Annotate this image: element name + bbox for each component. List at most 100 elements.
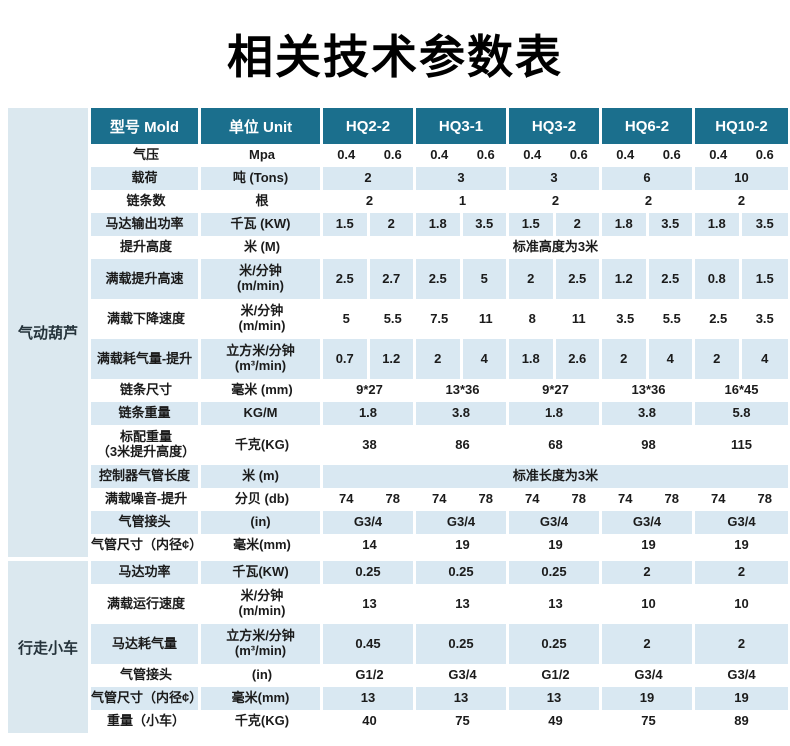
- value-cell: 1.5: [509, 213, 556, 236]
- value-cell: 3.5: [602, 299, 649, 339]
- value-cell: 13: [323, 584, 416, 624]
- value-cell: G3/4: [602, 664, 695, 687]
- value-cell: 10: [695, 584, 788, 624]
- row-label: 满载提升高速: [91, 259, 201, 299]
- value-span-cell: 标准长度为3米: [323, 465, 788, 488]
- group-label: 行走小车: [8, 561, 88, 733]
- table-row: 马达耗气量 立方米/分钟 (m³/min) 0.45 0.25 0.25 2 2: [91, 624, 788, 664]
- value-cell: 0.25: [509, 561, 602, 584]
- value-cell: 1.8: [695, 213, 742, 236]
- value-cell: 2.5: [555, 259, 602, 299]
- value-cell: 5: [323, 299, 370, 339]
- value-cell: 38: [323, 425, 416, 465]
- section-trolley: 行走小车 马达功率 千瓦(KW) 0.25 0.25 0.25 2 2 满载运行速度 米/分钟 (…: [8, 561, 788, 733]
- row-unit: 米/分钟 (m/min): [201, 584, 323, 624]
- row-label: 载荷: [91, 167, 201, 190]
- value-cell: 19: [416, 534, 509, 557]
- section-hoist: 气动葫芦 型号 Mold 单位 Unit HQ2-2 HQ3-1 HQ3-2 HQ6-2 HQ…: [8, 108, 788, 557]
- spec-table: 气动葫芦 型号 Mold 单位 Unit HQ2-2 HQ3-1 HQ3-2 HQ6-2 HQ…: [8, 108, 788, 733]
- row-unit: 立方米/分钟 (m³/min): [201, 624, 323, 664]
- value-cell: 1.5: [741, 259, 788, 299]
- value-cell: 10: [602, 584, 695, 624]
- value-cell: 2: [323, 190, 416, 213]
- row-unit: 千瓦 (KW): [201, 213, 323, 236]
- value-cell: 0.45: [323, 624, 416, 664]
- table-row: 气压 Mpa 0.4 0.6 0.4 0.6 0.4 0.6 0.4 0.6 0.4 0.6: [91, 144, 788, 167]
- value-cell: 2: [695, 624, 788, 664]
- value-cell: 19: [602, 687, 695, 710]
- value-cell: 0.4: [323, 144, 370, 167]
- value-cell: 9*27: [323, 379, 416, 402]
- table-row: 标配重量 （3米提升高度） 千克(KG) 38 86 68 98 115: [91, 425, 788, 465]
- value-cell: 2: [602, 339, 649, 379]
- value-cell: 11: [555, 299, 602, 339]
- row-label: 满载下降速度: [91, 299, 201, 339]
- value-cell: 1.8: [323, 402, 416, 425]
- row-label: 满载运行速度: [91, 584, 201, 624]
- row-label: 提升高度: [91, 236, 201, 259]
- value-cell: 0.7: [323, 339, 370, 379]
- value-cell: 5.5: [648, 299, 695, 339]
- value-cell: 1: [416, 190, 509, 213]
- value-cell: 0.25: [416, 561, 509, 584]
- value-cell: 2: [602, 624, 695, 664]
- value-cell: 13: [323, 687, 416, 710]
- row-label: 满载耗气量-提升: [91, 339, 201, 379]
- value-cell: 40: [323, 710, 416, 733]
- title-wrap: 相关技术参数表: [0, 0, 790, 108]
- row-unit: 千瓦(KW): [201, 561, 323, 584]
- row-unit: (in): [201, 511, 323, 534]
- row-label: 链条数: [91, 190, 201, 213]
- value-cell: 3.8: [602, 402, 695, 425]
- value-cell: G1/2: [323, 664, 416, 687]
- value-cell: 74: [416, 488, 463, 511]
- value-cell: 78: [648, 488, 695, 511]
- value-cell: 9*27: [509, 379, 602, 402]
- table-row: 链条重量 KG/M 1.8 3.8 1.8 3.8 5.8: [91, 402, 788, 425]
- value-cell: 19: [695, 534, 788, 557]
- value-cell: 3.5: [741, 299, 788, 339]
- value-cell: 0.25: [323, 561, 416, 584]
- value-cell: 1.8: [509, 402, 602, 425]
- value-cell: 2: [555, 213, 602, 236]
- value-cell: 2.5: [695, 299, 742, 339]
- value-cell: 49: [509, 710, 602, 733]
- value-cell: 74: [509, 488, 556, 511]
- value-cell: 2: [695, 561, 788, 584]
- row-unit: 立方米/分钟 (m³/min): [201, 339, 323, 379]
- row-label: 气压: [91, 144, 201, 167]
- row-unit: 毫米(mm): [201, 687, 323, 710]
- row-label: 标配重量 （3米提升高度）: [91, 425, 201, 465]
- value-cell: 7.5: [416, 299, 463, 339]
- value-cell: G3/4: [323, 511, 416, 534]
- table-row: 马达功率 千瓦(KW) 0.25 0.25 0.25 2 2: [91, 561, 788, 584]
- row-unit: KG/M: [201, 402, 323, 425]
- value-cell: 2.7: [369, 259, 416, 299]
- value-cell: 13*36: [416, 379, 509, 402]
- rows-container: 马达功率 千瓦(KW) 0.25 0.25 0.25 2 2 满载运行速度 米/分钟 (m/mi…: [91, 561, 788, 733]
- row-label: 气管接头: [91, 664, 201, 687]
- value-cell: 10: [695, 167, 788, 190]
- row-label: 控制器气管长度: [91, 465, 201, 488]
- value-cell: 3.5: [462, 213, 509, 236]
- table-header-row: 型号 Mold 单位 Unit HQ2-2 HQ3-1 HQ3-2 HQ6-2 HQ10-2: [91, 108, 788, 144]
- row-unit: 毫米(mm): [201, 534, 323, 557]
- value-cell: 78: [369, 488, 416, 511]
- table-row: 满载运行速度 米/分钟 (m/min) 13 13 13 10 10: [91, 584, 788, 624]
- value-cell: 14: [323, 534, 416, 557]
- row-unit: 分贝 (db): [201, 488, 323, 511]
- value-cell: 74: [695, 488, 742, 511]
- value-cell: 1.8: [509, 339, 556, 379]
- value-cell: 13: [416, 584, 509, 624]
- header-unit-col: 单位 Unit: [201, 108, 323, 144]
- row-unit: 米/分钟 (m/min): [201, 259, 323, 299]
- value-cell: 13: [416, 687, 509, 710]
- value-cell: 3.5: [648, 213, 695, 236]
- row-label: 气管尺寸（内径¢）: [91, 687, 202, 710]
- table-row: 满载提升高速 米/分钟 (m/min) 2.5 2.7 2.5 5 2 2.5 1.2 2.5 0.…: [91, 259, 788, 299]
- table-row: 满载耗气量-提升 立方米/分钟 (m³/min) 0.7 1.2 2 4 1.8 2.6 2 4 2…: [91, 339, 788, 379]
- value-cell: 2.5: [323, 259, 370, 299]
- value-cell: 1.5: [323, 213, 370, 236]
- value-cell: 2: [602, 190, 695, 213]
- value-cell: 98: [602, 425, 695, 465]
